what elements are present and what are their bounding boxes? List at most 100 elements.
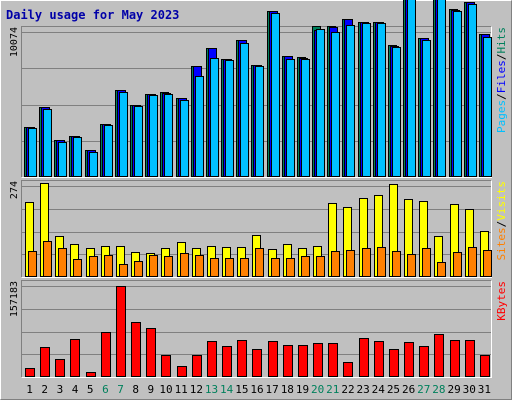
bar-kbytes-day-6: [101, 332, 111, 377]
bar-kbytes-day-3: [55, 359, 65, 377]
bar-sites-day-30: [468, 247, 477, 277]
bar-kbytes-day-30: [465, 340, 475, 377]
bar-kbytes-day-25: [389, 349, 399, 377]
bar-sites-day-23: [362, 248, 371, 277]
day-label-29: 29: [447, 383, 460, 396]
bar-kbytes-day-10: [161, 355, 171, 377]
bar-kbytes-day-20: [313, 343, 323, 377]
day-label-21: 21: [326, 383, 339, 396]
bar-sites-day-10: [164, 256, 173, 277]
bar-sites-day-9: [149, 255, 158, 277]
bar-sites-day-4: [73, 259, 82, 277]
day-label-4: 4: [72, 383, 79, 396]
bar-kbytes-day-15: [237, 340, 247, 377]
bar-kbytes-day-22: [343, 362, 353, 377]
day-label-8: 8: [132, 383, 139, 396]
legend-kbytes: KBytes: [495, 281, 508, 321]
legend-item: KBytes: [495, 281, 508, 321]
bar-sites-day-12: [195, 255, 204, 277]
bar-kbytes-day-13: [207, 341, 217, 377]
bar-pages-day-4: [73, 137, 82, 177]
chart-title: Daily usage for May 2023: [6, 8, 179, 22]
day-label-28: 28: [432, 383, 445, 396]
panel-bevel-light: [21, 280, 492, 378]
bar-kbytes-day-2: [40, 347, 50, 377]
bar-pages-day-17: [271, 13, 280, 177]
bar-kbytes-day-17: [268, 341, 278, 377]
bar-kbytes-day-12: [192, 355, 202, 377]
bar-kbytes-day-21: [328, 343, 338, 377]
bar-kbytes-day-28: [434, 334, 444, 377]
bar-pages-day-30: [468, 4, 477, 177]
day-label-2: 2: [41, 383, 48, 396]
bar-pages-day-16: [255, 66, 264, 177]
bar-pages-day-21: [331, 32, 340, 177]
bar-pages-day-5: [89, 152, 98, 177]
bar-sites-day-7: [119, 264, 128, 277]
day-label-10: 10: [159, 383, 172, 396]
y-max-label: 274: [9, 181, 20, 199]
panel-bevel-light: [21, 180, 492, 278]
bar-kbytes-day-29: [450, 340, 460, 377]
bar-sites-day-3: [58, 248, 67, 277]
bar-sites-day-15: [240, 258, 249, 277]
bar-kbytes-day-31: [480, 355, 490, 377]
bar-kbytes-day-19: [298, 345, 308, 377]
day-label-11: 11: [175, 383, 188, 396]
bar-kbytes-day-5: [86, 372, 96, 377]
day-label-15: 15: [235, 383, 248, 396]
y-max-label: 10074: [9, 27, 20, 57]
bar-pages-day-31: [483, 37, 492, 177]
bar-sites-day-13: [210, 258, 219, 277]
day-label-18: 18: [281, 383, 294, 396]
bar-pages-day-19: [301, 59, 310, 177]
bar-kbytes-day-7: [116, 286, 126, 377]
bar-sites-day-1: [28, 251, 37, 277]
bar-sites-day-17: [271, 258, 280, 277]
bar-pages-day-14: [225, 60, 234, 177]
day-label-30: 30: [463, 383, 476, 396]
day-label-6: 6: [102, 383, 109, 396]
legend-pages-files-hits: Pages/Files/Hits: [495, 27, 508, 133]
bar-kbytes-day-18: [283, 345, 293, 377]
day-label-13: 13: [205, 383, 218, 396]
bar-pages-day-26: [407, 0, 416, 177]
bar-kbytes-day-9: [146, 328, 156, 377]
bar-sites-day-8: [134, 261, 143, 277]
bar-sites-day-28: [437, 262, 446, 277]
bar-kbytes-day-27: [419, 346, 429, 377]
bar-pages-day-27: [422, 40, 431, 177]
bar-sites-day-11: [180, 253, 189, 277]
bar-sites-day-20: [316, 256, 325, 277]
bar-pages-day-12: [195, 76, 204, 177]
legend-item: Pages: [495, 100, 508, 133]
day-label-25: 25: [387, 383, 400, 396]
bar-sites-day-18: [286, 258, 295, 277]
day-label-1: 1: [26, 383, 33, 396]
bar-pages-day-11: [180, 100, 189, 177]
day-label-23: 23: [357, 383, 370, 396]
day-label-20: 20: [311, 383, 324, 396]
bar-pages-day-15: [240, 43, 249, 177]
bar-pages-day-24: [377, 23, 386, 177]
bar-kbytes-day-8: [131, 322, 141, 377]
bar-kbytes-day-1: [25, 368, 35, 377]
panel-bevel-dark: [21, 280, 492, 378]
panel-kbytes: 157183 KBytes: [9, 280, 508, 378]
day-label-7: 7: [117, 383, 124, 396]
bar-pages-day-2: [43, 109, 52, 177]
day-label-5: 5: [87, 383, 94, 396]
day-label-9: 9: [148, 383, 155, 396]
bar-sites-day-26: [407, 254, 416, 277]
legend-visits-sites: Sites/Visits: [495, 181, 508, 261]
legend-item: /: [495, 221, 508, 228]
legend-item: /: [495, 93, 508, 100]
panel-bevel-dark: [21, 180, 492, 278]
bar-pages-day-29: [453, 11, 462, 177]
bar-sites-day-16: [255, 248, 264, 277]
bar-sites-day-14: [225, 258, 234, 277]
day-label-27: 27: [417, 383, 430, 396]
bar-kbytes-day-14: [222, 346, 232, 377]
bar-sites-day-31: [483, 250, 492, 277]
